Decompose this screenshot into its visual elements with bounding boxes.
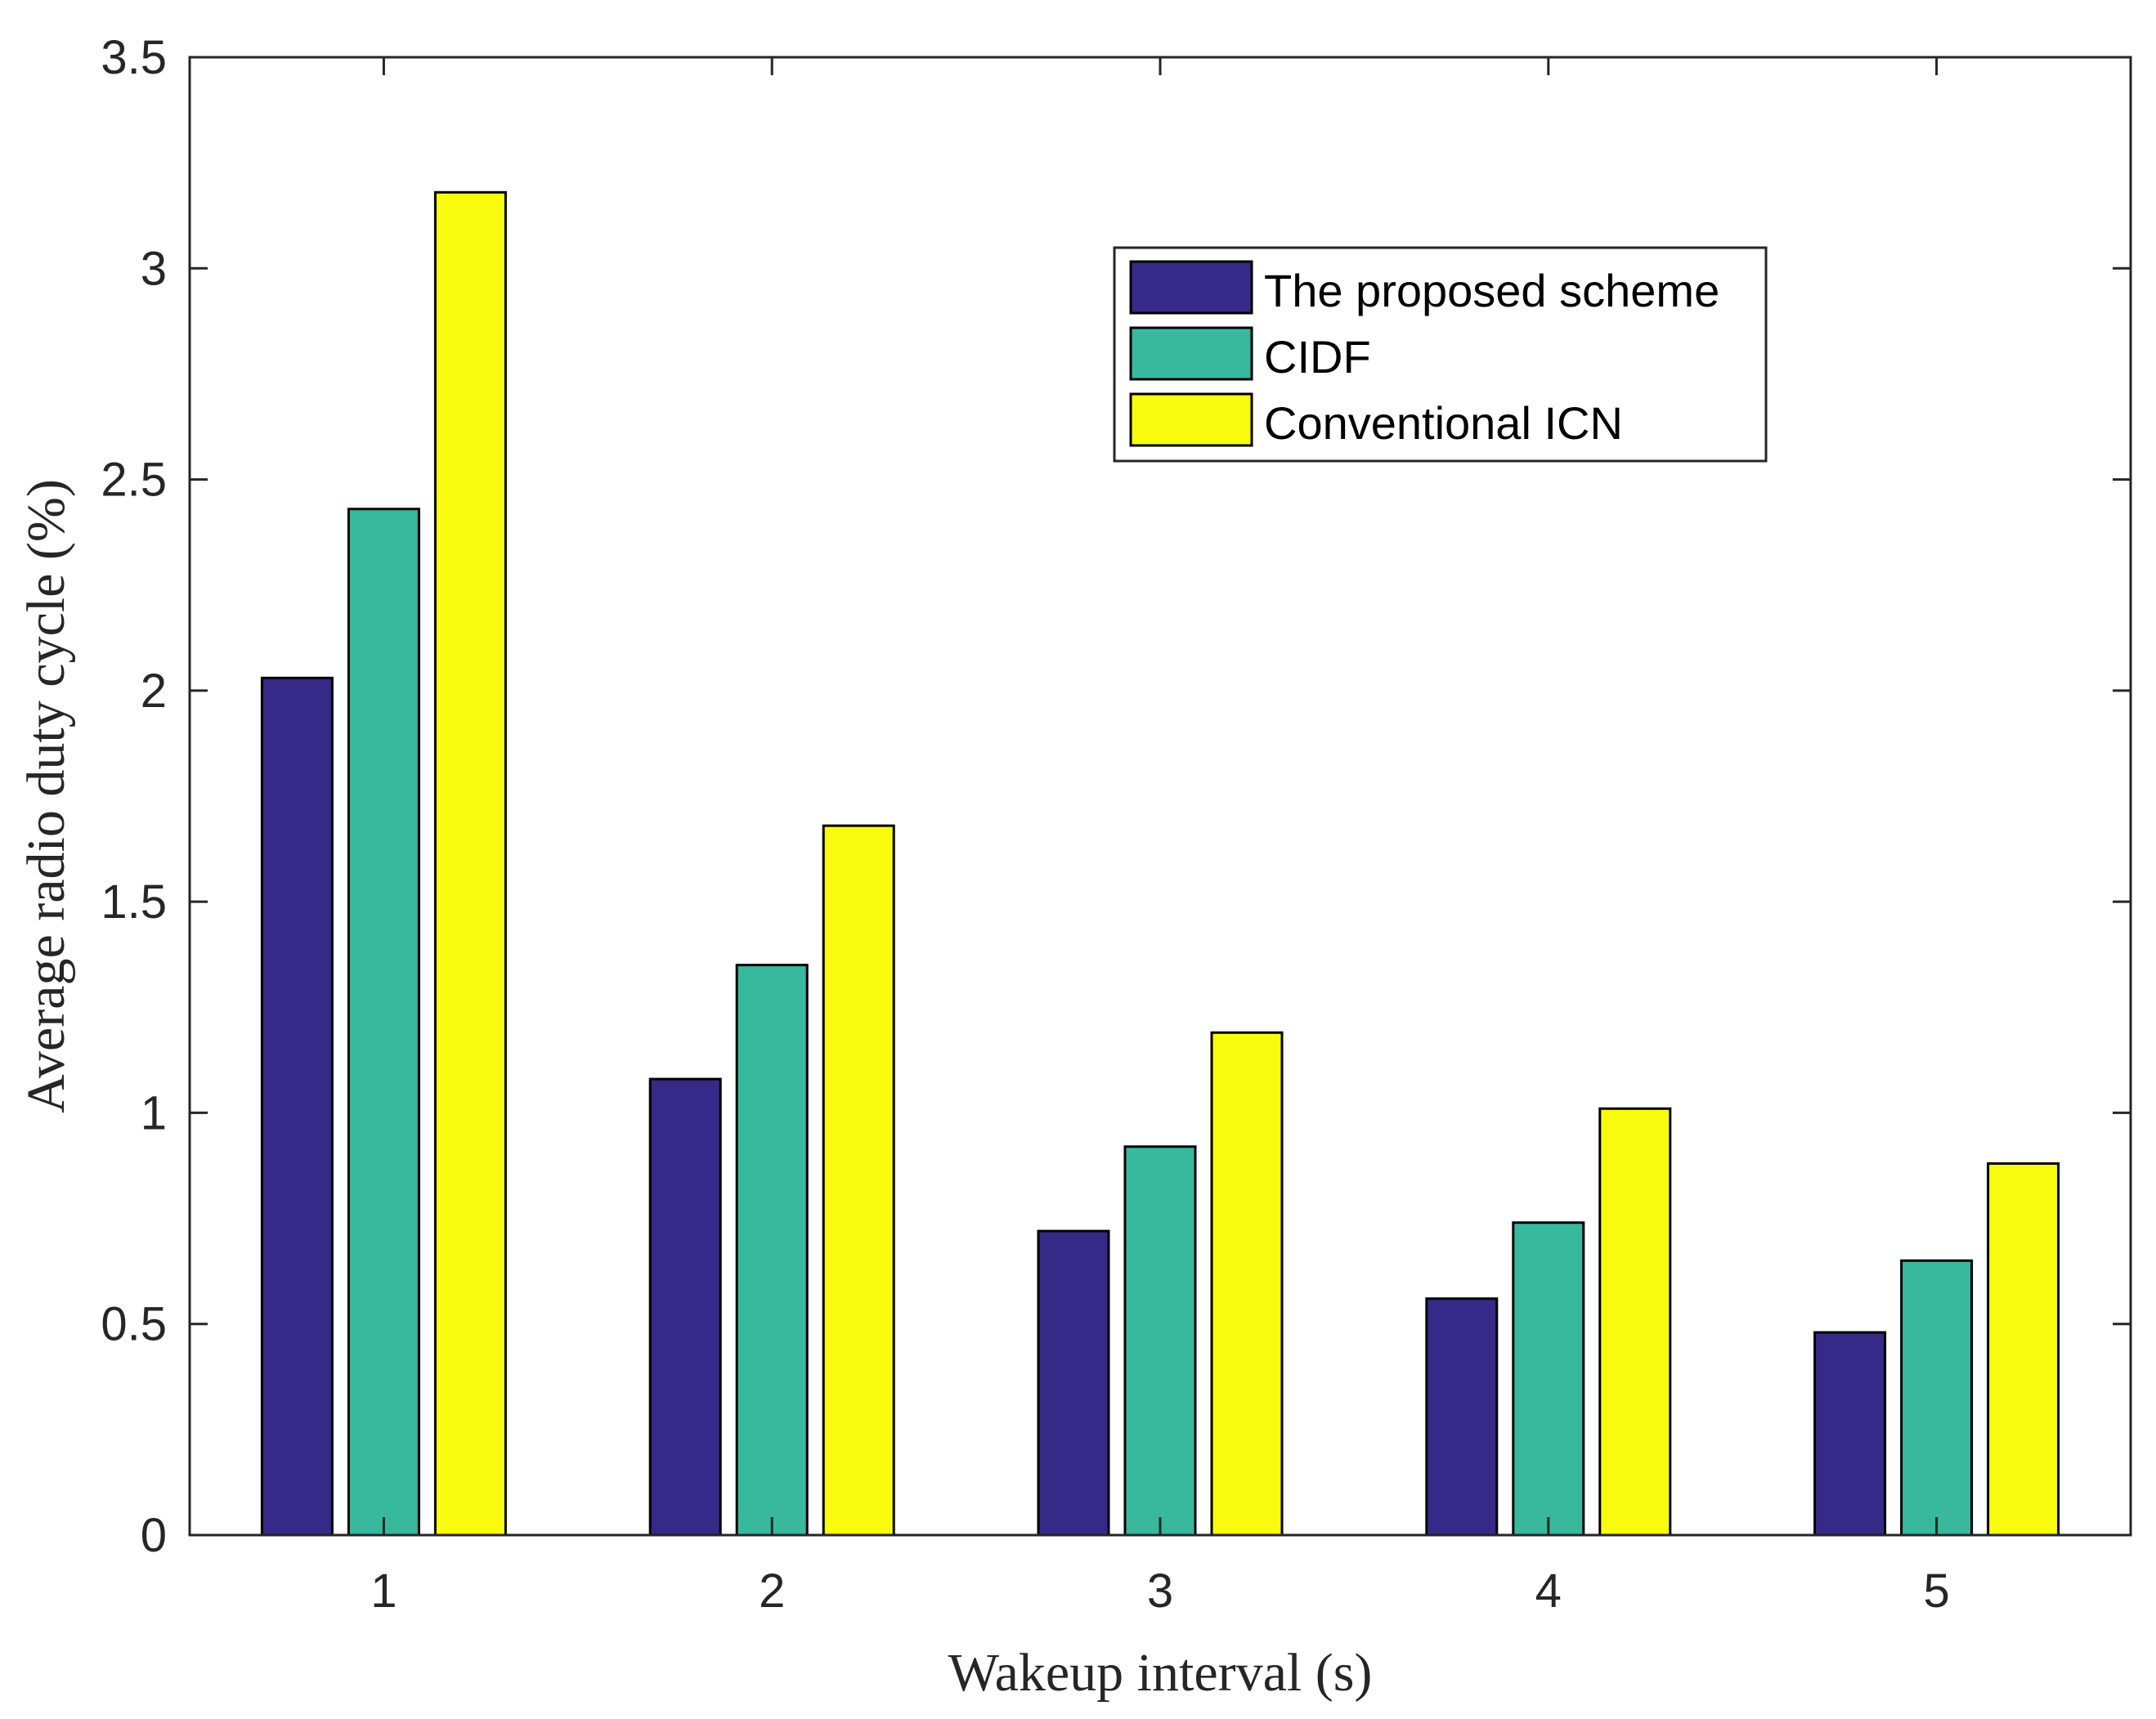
legend-label-proposed: The proposed scheme [1264, 265, 1719, 316]
legend-label-conventional-icn: Conventional ICN [1264, 397, 1623, 449]
x-tick-label: 1 [370, 1565, 397, 1618]
y-axis: 0 0.5 1 1.5 2 2.5 3 3.5 [101, 31, 2131, 1562]
x-tick-label: 2 [759, 1565, 785, 1618]
bar-the-proposed-scheme-3 [1037, 1229, 1110, 1537]
bar-conventional-icn-2 [822, 824, 895, 1537]
bar-cidf-2 [735, 964, 809, 1537]
bar-cidf-5 [1900, 1259, 1974, 1537]
legend-swatch-cidf [1129, 326, 1253, 381]
bar-the-proposed-scheme-1 [260, 676, 334, 1537]
bar-the-proposed-scheme-4 [1425, 1297, 1499, 1537]
bar-the-proposed-scheme-2 [648, 1077, 722, 1537]
bar-conventional-icn-1 [433, 190, 507, 1537]
y-tick-label: 3 [141, 242, 167, 295]
bar-the-proposed-scheme-5 [1813, 1331, 1887, 1537]
legend-swatch-proposed [1129, 260, 1253, 315]
legend: The proposed scheme CIDF Conventional IC… [1113, 246, 1768, 463]
bar-conventional-icn-3 [1210, 1031, 1284, 1537]
y-tick-label: 2 [141, 665, 167, 718]
x-axis-title: Wakeup interval (s) [948, 1643, 1373, 1703]
bars-group [260, 190, 2060, 1537]
bar-cidf-1 [347, 508, 420, 1537]
y-tick-label: 1 [141, 1086, 167, 1139]
y-axis-title: Average radio duty cycle (%) [16, 479, 76, 1113]
x-axis: 1 2 3 4 5 [370, 57, 1950, 1618]
legend-swatch-conventional-icn [1129, 392, 1253, 447]
x-tick-label: 3 [1147, 1565, 1173, 1618]
bar-cidf-3 [1123, 1145, 1197, 1537]
y-tick-label: 1.5 [101, 875, 167, 929]
bar-conventional-icn-4 [1598, 1107, 1672, 1537]
y-tick-label: 0 [141, 1509, 167, 1562]
y-tick-label: 3.5 [101, 31, 167, 84]
legend-label-cidf: CIDF [1264, 331, 1371, 383]
y-tick-label: 0.5 [101, 1298, 167, 1351]
bar-conventional-icn-5 [1987, 1162, 2060, 1537]
y-tick-label: 2.5 [101, 454, 167, 507]
x-tick-label: 4 [1535, 1565, 1562, 1618]
bar-cidf-4 [1512, 1221, 1585, 1537]
x-tick-label: 5 [1923, 1565, 1949, 1618]
